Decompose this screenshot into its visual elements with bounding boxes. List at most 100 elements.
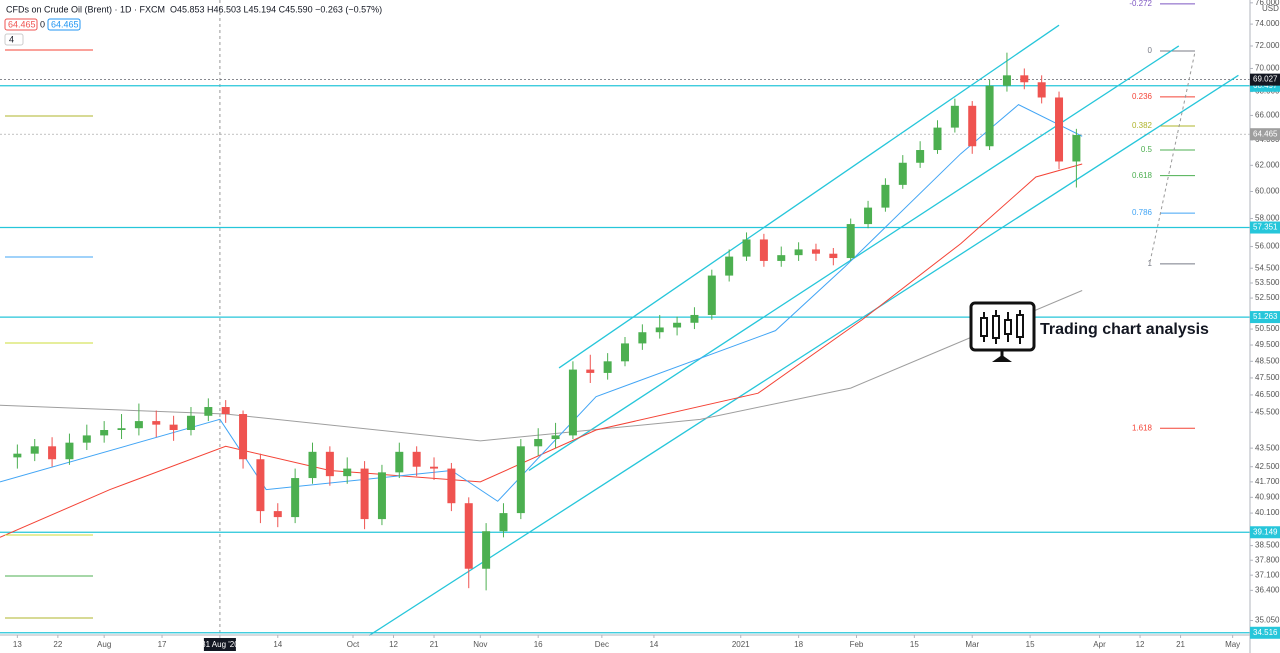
y-tick-label: 35.050	[1255, 616, 1280, 625]
candle-body	[707, 275, 716, 315]
fib-label: 0.618	[1132, 171, 1153, 180]
y-tick-label: 74.000	[1255, 19, 1280, 28]
price-tag-label: 69.027	[1253, 75, 1278, 84]
candle-body	[638, 332, 647, 344]
x-tick-label: Oct	[347, 640, 360, 649]
candle-body	[586, 369, 595, 373]
level-tag	[1250, 311, 1280, 324]
x-tick-label: 12	[389, 640, 398, 649]
candle-body	[152, 421, 161, 425]
level-tag-label: 39.149	[1253, 527, 1278, 536]
fib-label: 0.236	[1132, 92, 1153, 101]
y-tick-label: 40.100	[1255, 508, 1280, 517]
candle-body	[360, 468, 369, 520]
y-tick-label: 45.500	[1255, 407, 1280, 416]
candle-body	[343, 468, 352, 477]
fib-label: 1.618	[1132, 423, 1153, 432]
y-tick-label: 43.500	[1255, 443, 1280, 452]
y-tick-label: 38.500	[1255, 541, 1280, 550]
candle-body	[447, 468, 456, 504]
y-tick-label: 72.000	[1255, 41, 1280, 50]
annotation: Trading chart analysis	[1040, 321, 1209, 338]
candle-body	[1020, 75, 1029, 83]
candle-body	[950, 105, 959, 128]
ask: 64.465	[51, 19, 79, 29]
candle-body	[933, 127, 942, 151]
x-tick-label: Feb	[850, 640, 864, 649]
short-lines	[5, 49, 93, 619]
candle-body	[204, 407, 213, 416]
candle-body	[898, 162, 907, 185]
y-tick-label: 48.500	[1255, 356, 1280, 365]
analysis-icon: Trading chart analysis	[969, 301, 1209, 362]
candle-body	[1072, 135, 1081, 162]
candle-body	[725, 256, 734, 276]
y-tick-label: 49.500	[1255, 340, 1280, 349]
candle-body	[516, 446, 525, 514]
y-tick-label: 66.000	[1255, 111, 1280, 120]
x-tick-label: 21	[1176, 640, 1185, 649]
candle-body	[308, 451, 317, 479]
x-tick-label: 18	[794, 640, 803, 649]
spread: 0	[40, 19, 45, 29]
candle-body	[690, 314, 699, 323]
indicators-toggle[interactable]	[4, 33, 24, 46]
candle-body	[377, 472, 386, 520]
x-tick-label: 15	[1026, 640, 1035, 649]
candle-body	[794, 249, 803, 256]
fib-label: 0.382	[1132, 121, 1153, 130]
fib-label: 0.786	[1132, 208, 1153, 217]
symbol-title: CFDs on Crude Oil (Brent) · 1D · FXCM	[6, 4, 165, 14]
candle-body	[256, 459, 265, 512]
x-tick-label: Dec	[595, 640, 609, 649]
x-tick-label: 14	[273, 640, 282, 649]
candle-body	[291, 478, 300, 518]
candle-body	[464, 503, 473, 569]
y-tick-label: 53.500	[1255, 278, 1280, 287]
candle-body	[186, 415, 195, 431]
candle-body	[65, 442, 74, 460]
candle-body	[134, 421, 143, 429]
candle-body	[430, 466, 439, 469]
candle-body	[273, 511, 282, 518]
candle-body	[221, 407, 230, 415]
candle-body	[412, 451, 421, 467]
candle-body	[829, 253, 838, 259]
x-tick-label: 14	[649, 640, 658, 649]
candle-body	[1002, 75, 1011, 86]
crosshair-label-box	[203, 638, 236, 651]
candle-body	[568, 369, 577, 436]
bid-box	[4, 18, 38, 31]
level-tag-label: 34.516	[1253, 628, 1278, 637]
candle-body	[325, 451, 334, 477]
candle-body	[1037, 82, 1046, 98]
moving-average	[0, 104, 1083, 502]
candle-body	[30, 446, 39, 454]
candle-body	[482, 531, 491, 569]
price-tag	[1250, 128, 1280, 141]
ask-box	[47, 18, 81, 31]
candle-body	[881, 184, 890, 208]
candle-body	[985, 85, 994, 147]
y-tick-label: 42.500	[1255, 462, 1280, 471]
x-tick-label: 12	[1136, 640, 1145, 649]
indicators-count[interactable]: 4	[9, 34, 14, 44]
y-tick-label: 50.500	[1255, 324, 1280, 333]
candle-body	[499, 513, 508, 532]
level-tag	[1250, 626, 1280, 639]
fib-label: 0	[1148, 46, 1153, 55]
level-tag	[1250, 526, 1280, 539]
level-tag-label: 51.263	[1253, 312, 1278, 321]
candle-body	[673, 322, 682, 328]
y-tick-label: 46.500	[1255, 390, 1280, 399]
candle-body	[551, 435, 560, 440]
price-tag-label: 64.465	[1253, 129, 1278, 138]
plot: -0.272 0 0.236 0.382 0.5 0.618 0.786 1 1.618	[0, 0, 1250, 637]
y-tick-label: 52.500	[1255, 293, 1280, 302]
x-tick-label: Mar	[965, 640, 979, 649]
x-tick-label: 13	[13, 640, 22, 649]
y-tick-label: 60.000	[1255, 187, 1280, 196]
y-tick-label: 70.000	[1255, 64, 1280, 73]
candle-body	[395, 451, 404, 473]
